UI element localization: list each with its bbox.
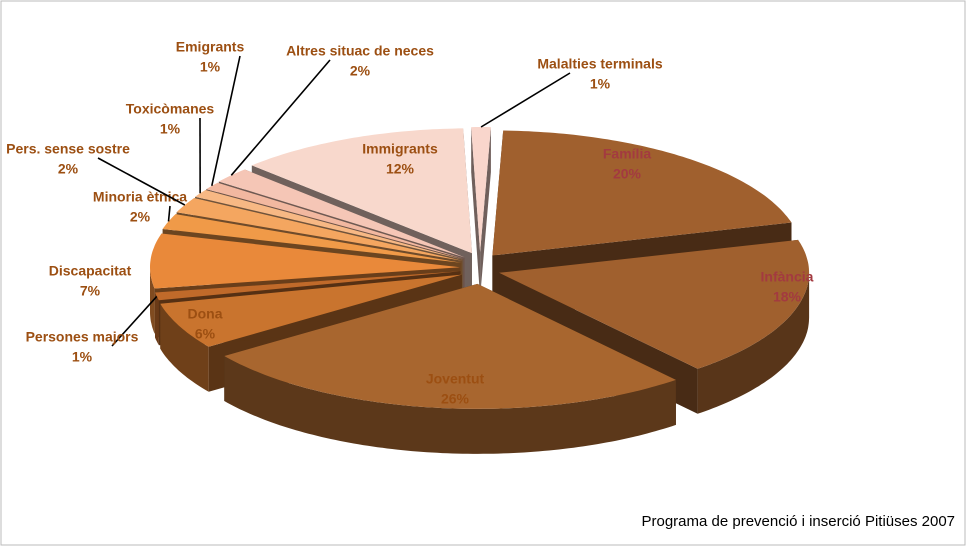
- slice-label: Persones majors: [26, 329, 139, 345]
- slice-value-label: 1%: [590, 76, 611, 92]
- slice-label: Toxicòmanes: [126, 101, 215, 117]
- slice-value-label: 18%: [773, 289, 802, 305]
- slice-label: Joventut: [426, 371, 485, 387]
- slice: [218, 169, 465, 258]
- slice-label: Pers. sense sostre: [6, 141, 130, 157]
- slice: [160, 274, 462, 347]
- slice: [195, 190, 463, 260]
- slice-value-label: 12%: [386, 161, 415, 177]
- slice-side: [224, 356, 676, 454]
- slice-label: Minoria ètnica: [93, 189, 187, 205]
- slice-label: Infància: [761, 269, 814, 285]
- leader-line: [230, 59, 331, 176]
- slice-label: Altres situac de neces: [286, 43, 434, 59]
- slice: [206, 182, 464, 259]
- slice: [224, 283, 676, 409]
- leader-line: [480, 72, 571, 128]
- slice-value-label: 1%: [160, 121, 181, 137]
- slice-label: Emigrants: [176, 39, 245, 55]
- leader-line: [167, 205, 171, 222]
- slice-label: Discapacitat: [49, 263, 132, 279]
- slice-value-label: 1%: [200, 59, 221, 75]
- slice: [176, 198, 463, 261]
- slice-label: Dona: [188, 306, 223, 322]
- slice: [471, 127, 491, 252]
- slice: [492, 130, 792, 256]
- slice-side: [150, 266, 155, 334]
- slice: [162, 214, 462, 263]
- slice-cut: [480, 127, 491, 297]
- slice-value-label: 2%: [58, 161, 79, 177]
- slice-side: [697, 272, 810, 414]
- slice-value-label: 2%: [130, 209, 151, 225]
- slice: [251, 128, 472, 254]
- slice-label: Malalties terminals: [537, 56, 662, 72]
- slice-label: Immigrants: [362, 141, 438, 157]
- leader-line: [211, 55, 241, 187]
- slice: [150, 233, 460, 289]
- slice: [155, 271, 461, 301]
- slice: [499, 239, 810, 369]
- slice-value-label: 2%: [350, 63, 371, 79]
- slice-side: [160, 303, 209, 392]
- chart-title: Programa de prevenció i inserció Pitiüse…: [642, 513, 956, 530]
- slice-label: Família: [603, 146, 651, 162]
- leader-line: [111, 295, 158, 347]
- slice-value-label: 1%: [72, 349, 93, 365]
- slice-value-label: 26%: [441, 391, 470, 407]
- slice-value-label: 7%: [80, 283, 101, 299]
- slice-side: [155, 292, 159, 346]
- leader-line: [97, 157, 186, 206]
- slice-cut: [471, 127, 481, 297]
- slice-value-label: 6%: [195, 326, 216, 342]
- slice-value-label: 20%: [613, 166, 642, 182]
